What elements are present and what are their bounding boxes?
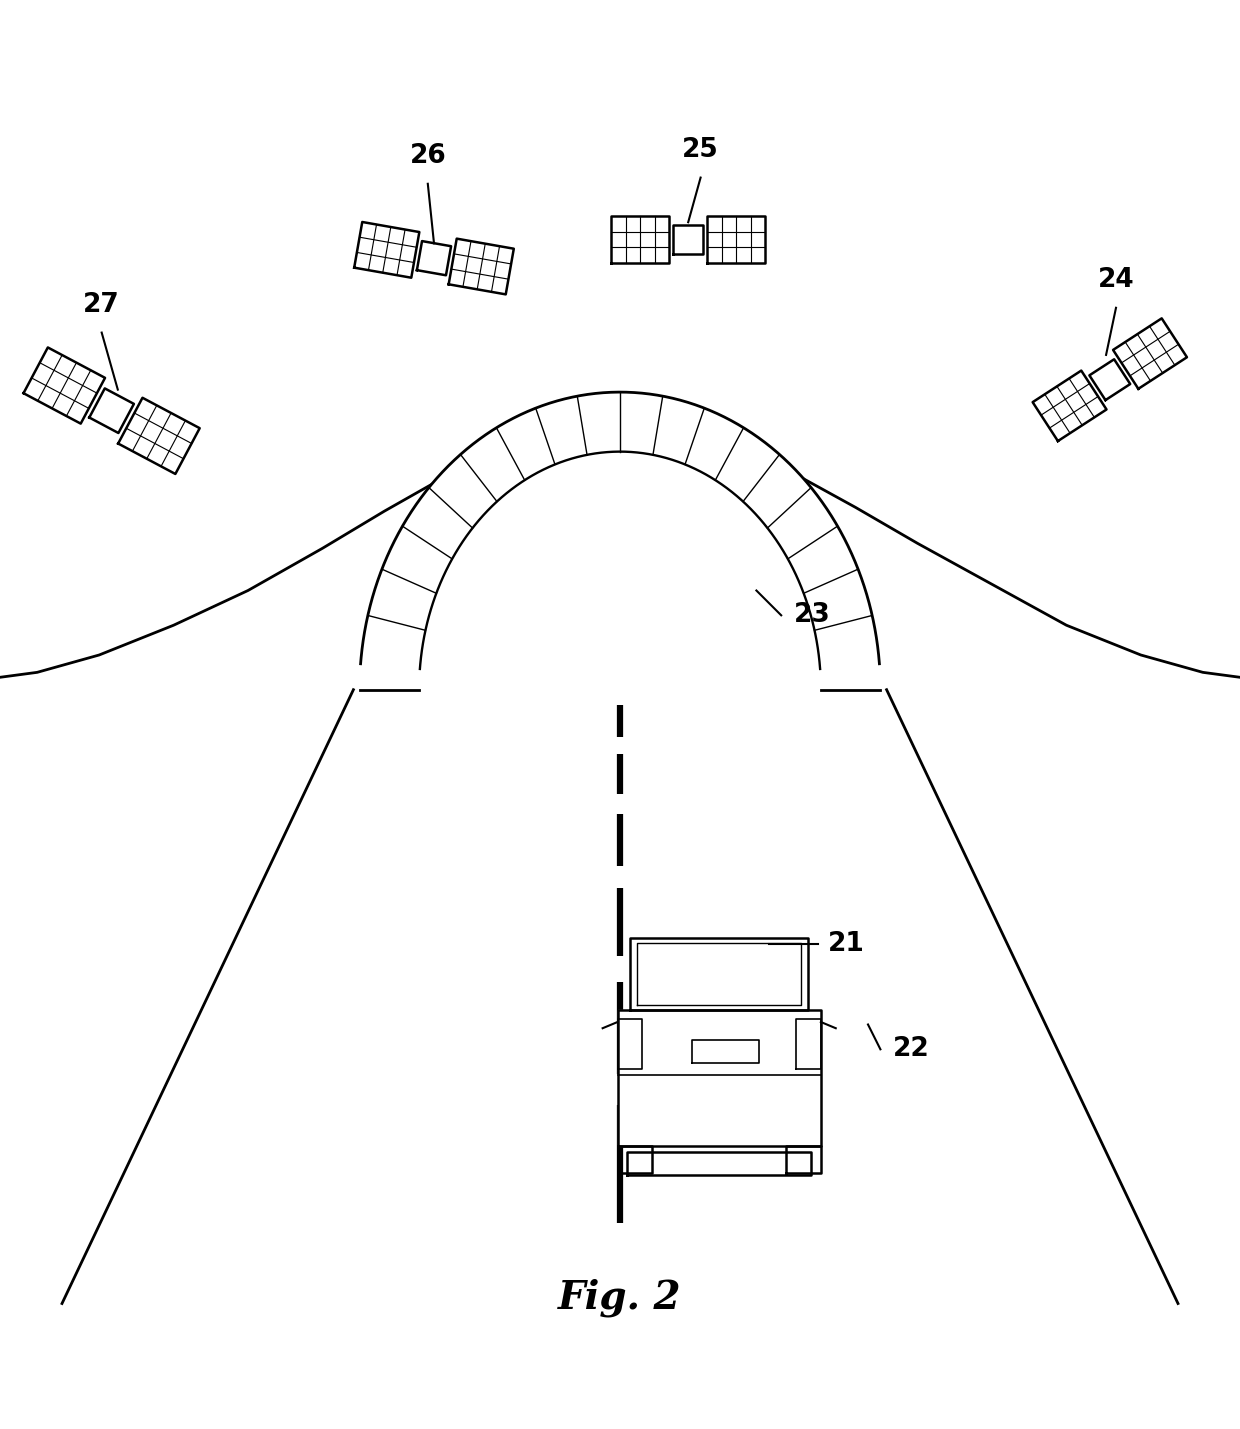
Polygon shape	[1090, 359, 1130, 400]
Text: 27: 27	[83, 292, 120, 317]
Polygon shape	[611, 216, 670, 263]
Polygon shape	[673, 224, 703, 254]
Polygon shape	[417, 242, 451, 276]
Polygon shape	[630, 937, 808, 1010]
Polygon shape	[24, 347, 105, 423]
Polygon shape	[1114, 319, 1187, 389]
Text: 21: 21	[828, 930, 866, 957]
Text: 25: 25	[682, 137, 719, 163]
Text: 23: 23	[794, 602, 831, 629]
Text: 26: 26	[409, 143, 446, 169]
Polygon shape	[89, 389, 134, 433]
Polygon shape	[1033, 370, 1106, 442]
Text: 22: 22	[893, 1036, 930, 1062]
Polygon shape	[355, 221, 419, 277]
Polygon shape	[449, 239, 513, 294]
Text: Fig. 2: Fig. 2	[558, 1278, 682, 1316]
Polygon shape	[361, 392, 879, 669]
Polygon shape	[618, 1010, 821, 1146]
Polygon shape	[707, 216, 765, 263]
Polygon shape	[627, 1152, 811, 1175]
Text: 24: 24	[1097, 267, 1135, 293]
Polygon shape	[118, 397, 200, 474]
